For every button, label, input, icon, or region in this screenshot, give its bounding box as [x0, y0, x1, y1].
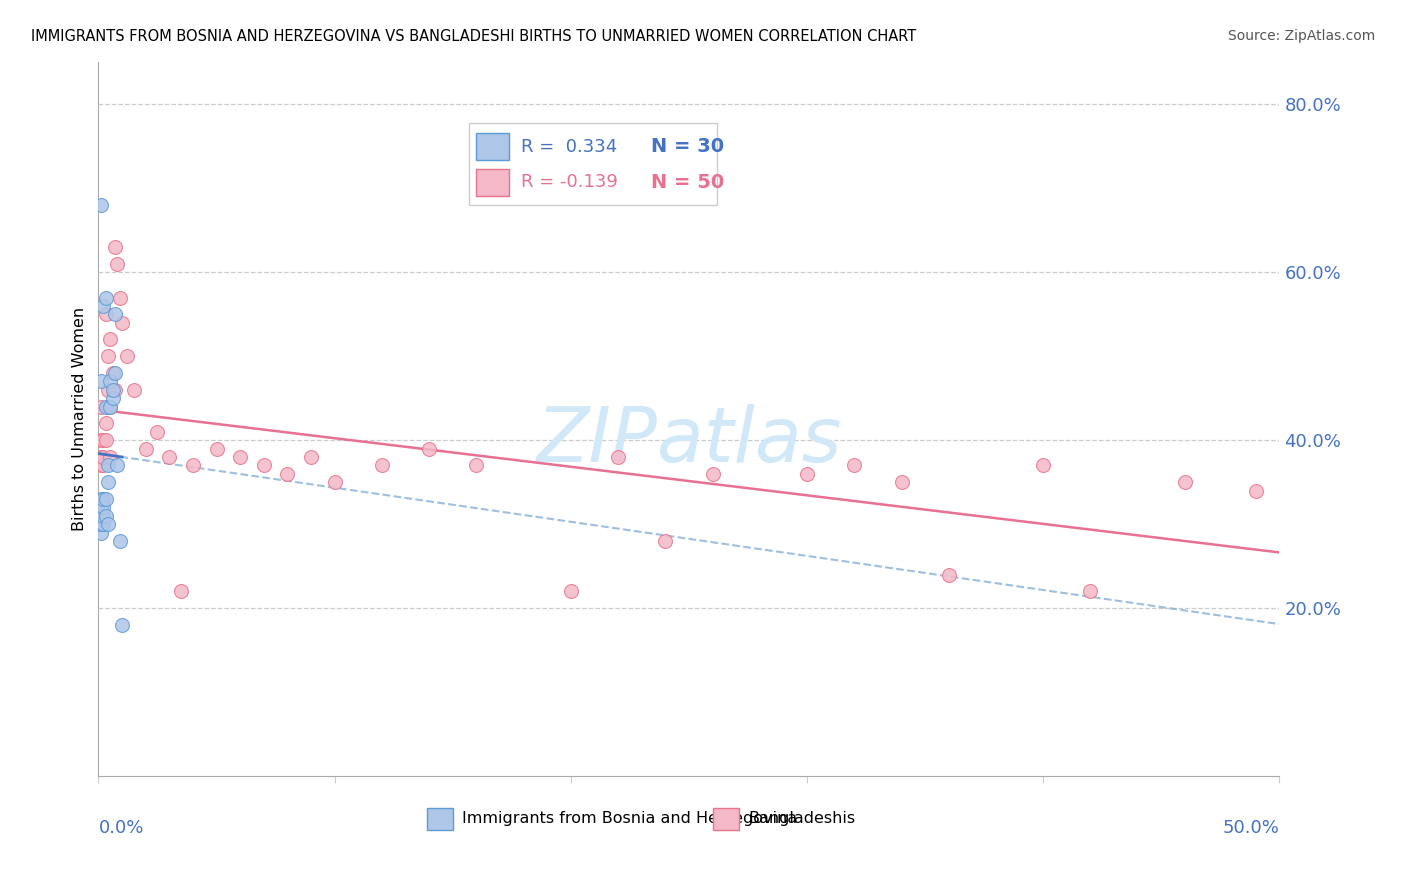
Point	[91, 500, 114, 515]
Point	[90, 400, 112, 414]
Point	[105, 257, 128, 271]
Point	[104, 240, 127, 254]
Point	[97, 383, 120, 397]
Text: 50.0%: 50.0%	[1223, 819, 1279, 837]
Point	[90, 198, 112, 212]
Point	[91, 517, 114, 532]
Point	[101, 366, 124, 380]
Point	[104, 366, 127, 380]
Point	[97, 517, 120, 532]
Point	[97, 400, 120, 414]
FancyBboxPatch shape	[470, 123, 717, 205]
Point	[654, 533, 676, 548]
Point	[1032, 458, 1054, 473]
Point	[91, 458, 114, 473]
Point	[122, 383, 145, 397]
Point	[90, 525, 112, 540]
Point	[98, 400, 121, 414]
Text: R = -0.139: R = -0.139	[522, 173, 619, 191]
Text: R =  0.334: R = 0.334	[522, 137, 617, 155]
Point	[97, 349, 120, 363]
Point	[157, 450, 180, 464]
Point	[111, 316, 134, 330]
Point	[1244, 483, 1267, 498]
Point	[253, 458, 276, 473]
Point	[101, 391, 124, 405]
Point	[97, 475, 120, 490]
Point	[90, 450, 112, 464]
Point	[91, 450, 114, 464]
Point	[465, 458, 488, 473]
Point	[418, 442, 440, 456]
Y-axis label: Births to Unmarried Women: Births to Unmarried Women	[72, 307, 87, 532]
Point	[323, 475, 346, 490]
Bar	[477, 133, 509, 161]
Point	[108, 533, 131, 548]
Point	[97, 458, 120, 473]
Point	[91, 508, 114, 523]
Text: N = 30: N = 30	[651, 137, 724, 156]
Point	[94, 508, 117, 523]
Point	[111, 618, 134, 632]
Point	[135, 442, 157, 456]
Point	[94, 434, 117, 448]
Point	[560, 584, 582, 599]
Point	[108, 291, 131, 305]
Point	[104, 383, 127, 397]
Text: 0.0%: 0.0%	[98, 819, 143, 837]
Point	[90, 434, 112, 448]
Point	[105, 458, 128, 473]
Point	[607, 450, 630, 464]
Point	[94, 417, 117, 431]
Point	[91, 299, 114, 313]
Point	[796, 467, 818, 481]
Point	[90, 491, 112, 506]
Point	[170, 584, 193, 599]
Point	[299, 450, 322, 464]
Text: IMMIGRANTS FROM BOSNIA AND HERZEGOVINA VS BANGLADESHI BIRTHS TO UNMARRIED WOMEN : IMMIGRANTS FROM BOSNIA AND HERZEGOVINA V…	[31, 29, 917, 44]
Point	[181, 458, 204, 473]
Point	[702, 467, 724, 481]
Point	[94, 400, 117, 414]
Point	[90, 508, 112, 523]
Bar	[713, 808, 738, 830]
Point	[90, 517, 112, 532]
Point	[90, 508, 112, 523]
Point	[276, 467, 298, 481]
Bar	[427, 808, 453, 830]
Point	[90, 500, 112, 515]
Text: Source: ZipAtlas.com: Source: ZipAtlas.com	[1227, 29, 1375, 43]
Point	[229, 450, 252, 464]
Point	[146, 425, 169, 439]
Point	[98, 333, 121, 347]
Point	[90, 458, 112, 473]
Bar	[477, 169, 509, 196]
Text: Immigrants from Bosnia and Herzegovina: Immigrants from Bosnia and Herzegovina	[463, 812, 797, 826]
Text: Bangladeshis: Bangladeshis	[748, 812, 855, 826]
Point	[1174, 475, 1197, 490]
Point	[205, 442, 228, 456]
Point	[115, 349, 138, 363]
Point	[90, 375, 112, 389]
Point	[101, 383, 124, 397]
Point	[938, 567, 960, 582]
Point	[94, 307, 117, 321]
Point	[104, 307, 127, 321]
Point	[890, 475, 912, 490]
Point	[91, 434, 114, 448]
Point	[91, 491, 114, 506]
Point	[98, 400, 121, 414]
Point	[844, 458, 866, 473]
Point	[94, 491, 117, 506]
Point	[98, 450, 121, 464]
Point	[371, 458, 394, 473]
Point	[98, 375, 121, 389]
Text: N = 50: N = 50	[651, 173, 724, 192]
Point	[94, 291, 117, 305]
Text: ZIPatlas: ZIPatlas	[536, 404, 842, 477]
Point	[1080, 584, 1102, 599]
Point	[90, 517, 112, 532]
